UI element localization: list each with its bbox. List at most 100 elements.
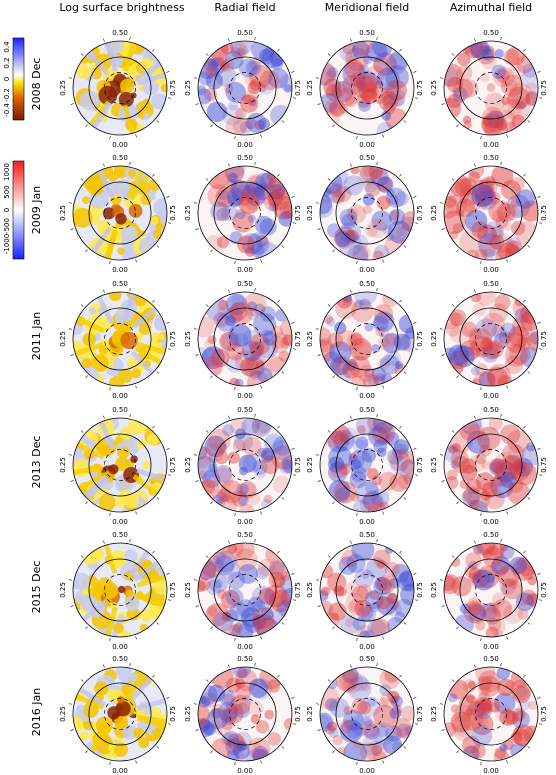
phase-label-left: 0.25 [59,457,67,473]
phase-label-top: 0.50 [237,280,253,288]
phase-label-top: 0.50 [112,29,128,37]
phase-label-top: 0.50 [237,154,253,162]
map-panel-azimuthal: 0.50 0.00 0.25 0.75 [430,29,548,149]
phase-label-right: 0.75 [540,331,548,347]
phase-label-bottom: 0.00 [112,518,128,526]
row-label-epoch: 2011 Jan [30,312,43,360]
map-panel-radial: 0.50 0.00 0.25 0.75 [184,406,302,526]
phase-label-bottom: 0.00 [237,266,253,274]
phase-label-right: 0.75 [416,582,424,598]
map-panel-meridional: 0.50 0.00 0.25 0.75 [306,406,424,526]
phase-label-left: 0.25 [306,205,314,221]
phase-label-left: 0.25 [306,706,314,722]
map-pattern [73,292,167,386]
map-panel-meridional: 0.50 0.00 0.25 0.75 [306,280,424,400]
phase-label-left: 0.25 [184,205,192,221]
map-pattern [444,543,538,637]
phase-label-right: 0.75 [416,457,424,473]
phase-label-bottom: 0.00 [359,141,375,149]
map-panel-azimuthal: 0.50 0.00 0.25 0.75 [430,154,548,274]
phase-label-left: 0.25 [184,706,192,722]
phase-label-left: 0.25 [430,80,438,96]
phase-label-top: 0.50 [237,531,253,539]
column-header-radial: Radial field [214,1,275,14]
map-panel-brightness: 0.50 0.00 0.25 0.75 [59,154,177,274]
phase-label-top: 0.50 [483,655,499,663]
map-pattern [320,667,414,761]
map-pattern [320,41,414,135]
map-pattern [198,41,292,135]
row-label-epoch: 2008 Dec [30,58,43,111]
map-panel-brightness: 0.50 0.00 0.25 0.75 [59,531,177,651]
phase-label-left: 0.25 [184,457,192,473]
phase-label-bottom: 0.00 [483,643,499,651]
map-pattern [198,418,292,512]
phase-label-right: 0.75 [540,205,548,221]
phase-label-right: 0.75 [416,205,424,221]
field-colorbar: -1000 -500 0 500 1000 [3,160,25,260]
map-grid: 0.50 0.00 0.25 0.75 0.50 0.00 0.25 0.75 0.50 0.00… [59,29,548,775]
phase-label-top: 0.50 [359,406,375,414]
phase-label-left: 0.25 [59,331,67,347]
phase-label-top: 0.50 [483,531,499,539]
phase-label-left: 0.25 [184,331,192,347]
map-pattern [73,418,167,512]
row-label-epoch: 2009 Jan [30,186,43,234]
phase-label-left: 0.25 [59,582,67,598]
phase-label-top: 0.50 [359,29,375,37]
phase-label-bottom: 0.00 [237,518,253,526]
phase-label-left: 0.25 [306,582,314,598]
phase-label-right: 0.75 [416,706,424,722]
field-tick: 500 [3,185,11,198]
map-pattern [320,292,414,386]
map-pattern [198,667,292,761]
phase-label-top: 0.50 [112,531,128,539]
map-panel-radial: 0.50 0.00 0.25 0.75 [184,655,302,775]
phase-label-top: 0.50 [112,280,128,288]
brightness-colorbar: -0.4 -0.2 0 0.2 0.4 [3,37,25,121]
phase-label-top: 0.50 [359,154,375,162]
phase-label-top: 0.50 [112,655,128,663]
map-panel-brightness: 0.50 0.00 0.25 0.75 [59,29,177,149]
phase-label-bottom: 0.00 [237,141,253,149]
phase-label-left: 0.25 [59,706,67,722]
phase-label-right: 0.75 [416,331,424,347]
field-tick: 0 [3,208,11,212]
map-pattern [198,166,292,260]
map-panel-radial: 0.50 0.00 0.25 0.75 [184,29,302,149]
map-pattern [444,41,538,135]
phase-label-right: 0.75 [294,331,302,347]
phase-label-top: 0.50 [483,406,499,414]
phase-label-bottom: 0.00 [112,767,128,775]
column-header-meridional: Meridional field [325,1,410,14]
phase-label-bottom: 0.00 [237,392,253,400]
brightness-tick: -0.4 [3,103,11,117]
map-panel-meridional: 0.50 0.00 0.25 0.75 [306,29,424,149]
row-label-epoch: 2015 Dec [30,561,43,614]
map-pattern [198,292,292,386]
map-panel-azimuthal: 0.50 0.00 0.25 0.75 [430,280,548,400]
map-panel-radial: 0.50 0.00 0.25 0.75 [184,280,302,400]
map-pattern [444,292,538,386]
phase-label-left: 0.25 [59,205,67,221]
phase-label-top: 0.50 [483,29,499,37]
phase-label-bottom: 0.00 [483,518,499,526]
phase-label-right: 0.75 [294,80,302,96]
phase-label-right: 0.75 [540,582,548,598]
phase-label-left: 0.25 [430,457,438,473]
map-pattern [444,418,538,512]
map-panel-brightness: 0.50 0.00 0.25 0.75 [59,655,177,775]
phase-label-right: 0.75 [294,706,302,722]
phase-label-right: 0.75 [294,582,302,598]
column-header-brightness: Log surface brightness [59,1,185,14]
brightness-tick: 0.4 [3,41,11,53]
phase-label-right: 0.75 [540,80,548,96]
phase-label-left: 0.25 [184,582,192,598]
brightness-colorbar-ticks: -0.4 -0.2 0 0.2 0.4 [3,41,11,117]
phase-label-left: 0.25 [306,331,314,347]
phase-label-top: 0.50 [112,406,128,414]
phase-label-top: 0.50 [237,406,253,414]
phase-label-right: 0.75 [169,80,177,96]
column-header-azimuthal: Azimuthal field [450,1,532,14]
phase-label-top: 0.50 [359,655,375,663]
